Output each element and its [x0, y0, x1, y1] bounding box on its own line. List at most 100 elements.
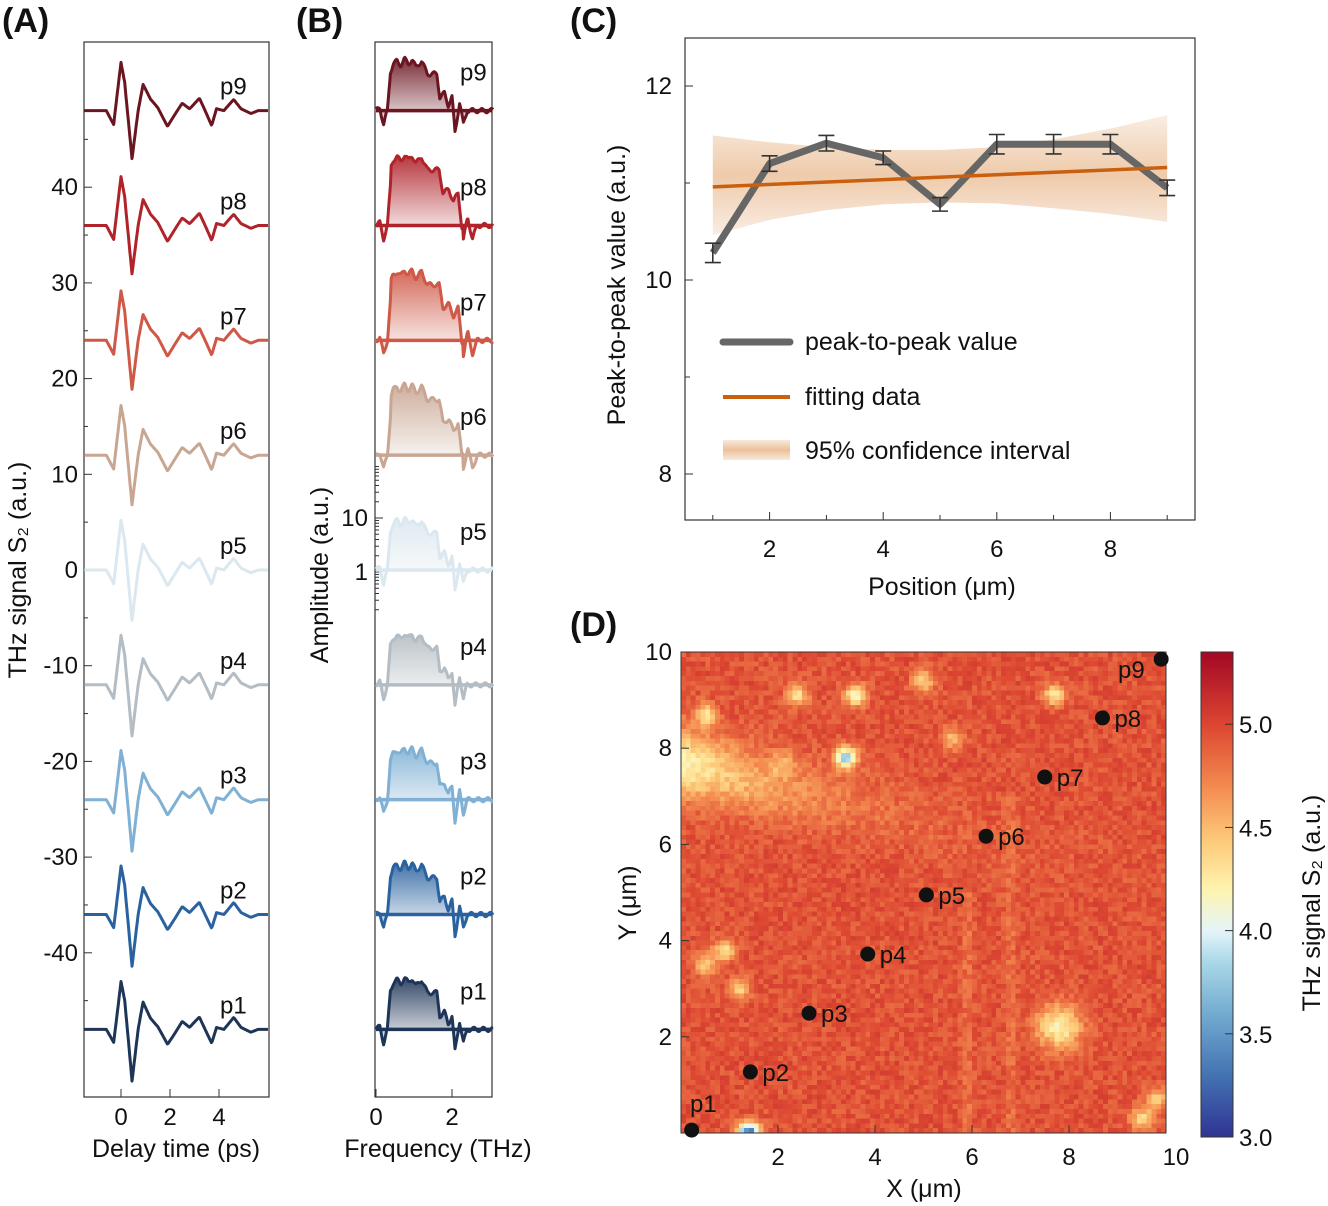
a-ytick-label: -40 [43, 940, 78, 967]
a-xtick-label: 0 [114, 1104, 127, 1131]
colorbar-frame [1200, 651, 1234, 1138]
d-point-p8 [1094, 710, 1110, 726]
d-ytick-label: 8 [659, 735, 672, 762]
a-ytick-label: 40 [51, 174, 78, 201]
b-spectrum-fill-p2 [376, 861, 494, 937]
a-series-label-p2: p2 [220, 878, 247, 905]
d-point-label-p4: p4 [880, 942, 907, 969]
a-ytick-label: -30 [43, 844, 78, 871]
d-xtick-label: 4 [868, 1144, 881, 1171]
d-point-label-p7: p7 [1057, 765, 1084, 792]
d-point-label-p1: p1 [690, 1091, 717, 1118]
colorbar-tick-label: 3.5 [1239, 1022, 1272, 1049]
c-xlabel: Position (μm) [868, 573, 1016, 601]
a-series-label-p7: p7 [220, 303, 247, 330]
b-spectrum-fill-p5 [376, 517, 494, 590]
b-spectrum-p4 [374, 633, 495, 707]
b-spectrum-fill-p8 [376, 155, 494, 241]
b-series-label-p4: p4 [460, 634, 487, 661]
a-ytick-label: -10 [43, 653, 78, 680]
a-ylabel: THz signal S₂ (a.u.) [4, 462, 32, 679]
c-errorbar [875, 150, 892, 166]
b-ytick-label: 1 [355, 559, 368, 586]
b-spectrum-p1 [374, 976, 494, 1051]
colorbar-tick-label: 5.0 [1239, 712, 1272, 739]
b-spectrum-fill-p3 [376, 746, 494, 824]
a-series-label-p3: p3 [220, 763, 247, 790]
legend-swatch-ci [723, 440, 790, 460]
c-errorbar [761, 155, 778, 173]
c-errorbar [932, 196, 948, 212]
a-ytick-label: 10 [51, 461, 78, 488]
d-point-p6 [978, 828, 994, 844]
d-xtick-label: 6 [965, 1144, 978, 1171]
b-spectrum-p2 [375, 859, 495, 939]
a-ytick-label: 20 [51, 366, 78, 393]
b-series-label-p9: p9 [460, 60, 487, 87]
colorbar-tick-label: 4.5 [1239, 815, 1272, 842]
d-ylabel: Y (μm) [614, 865, 642, 940]
a-trace-p8 [83, 175, 269, 276]
d-xtick-label: 10 [1163, 1144, 1190, 1171]
c-legend: peak-to-peak value fitting data 95% conf… [719, 328, 1070, 465]
c-errorbar [988, 133, 1005, 155]
c-errorbar [1045, 133, 1062, 155]
colorbar-tick-label: 3.0 [1239, 1125, 1272, 1152]
b-ylabel: Amplitude (a.u.) [306, 487, 334, 663]
d-point-p3 [801, 1005, 817, 1021]
a-ytick-label: -20 [43, 748, 78, 775]
d-point-p5 [918, 887, 934, 903]
colorbar [1201, 652, 1233, 1137]
b-spectrum-p9 [374, 55, 495, 133]
a-trace-p6 [83, 404, 269, 507]
panel-label-c: (C) [570, 2, 617, 40]
c-xtick-label: 6 [990, 536, 1003, 563]
a-series-label-p1: p1 [220, 992, 247, 1019]
c-ylabel: Peak-to-peak value (a.u.) [603, 145, 631, 426]
a-ytick-label: 0 [65, 557, 78, 584]
b-spectrum-p3 [375, 745, 494, 825]
d-point-label-p8: p8 [1114, 706, 1141, 733]
legend-label-fit: fitting data [805, 383, 920, 411]
panel-label-d: (D) [570, 606, 617, 644]
d-point-p2 [742, 1064, 758, 1080]
a-series-label-p8: p8 [220, 188, 247, 215]
b-spectrum-fill-p6 [376, 383, 494, 470]
d-point-label-p2: p2 [762, 1060, 789, 1087]
d-point-p7 [1037, 769, 1053, 785]
c-xtick-label: 4 [877, 536, 890, 563]
b-series-label-p8: p8 [460, 174, 487, 201]
d-point-p1 [684, 1122, 700, 1138]
a-trace-p4 [83, 633, 269, 738]
b-series-label-p6: p6 [460, 404, 487, 431]
c-errorbar [818, 134, 835, 152]
a-series-label-p4: p4 [220, 648, 247, 675]
d-xlabel: X (μm) [886, 1175, 962, 1203]
a-ytick-label: 30 [51, 270, 78, 297]
a-xtick-label: 4 [212, 1104, 225, 1131]
c-ytick-label: 10 [645, 267, 672, 294]
b-xtick-label: 0 [369, 1104, 382, 1131]
c-confidence-band [712, 115, 1168, 236]
b-series-label-p2: p2 [460, 864, 487, 891]
a-trace-p9 [83, 60, 269, 161]
d-point-p9 [1153, 651, 1169, 667]
c-errorbar [1159, 179, 1176, 197]
d-ytick-label: 2 [659, 1024, 672, 1051]
a-xtick-label: 2 [163, 1104, 176, 1131]
a-series-label-p9: p9 [220, 74, 247, 101]
a-trace-p5 [83, 518, 269, 622]
d-point-label-p6: p6 [998, 824, 1025, 851]
d-xtick-label: 8 [1062, 1144, 1075, 1171]
b-series-label-p3: p3 [460, 749, 487, 776]
d-point-label-p3: p3 [821, 1001, 848, 1028]
panel-label-b: (B) [296, 2, 343, 40]
b-spectrum-p7 [375, 267, 494, 359]
a-series-label-p5: p5 [220, 533, 247, 560]
c-fit-line [712, 165, 1168, 189]
b-spectrum-fill-p7 [376, 269, 494, 357]
c-ytick-label: 12 [645, 73, 672, 100]
a-xlabel: Delay time (ps) [92, 1135, 260, 1163]
b-ytick-label: 10 [341, 505, 368, 532]
